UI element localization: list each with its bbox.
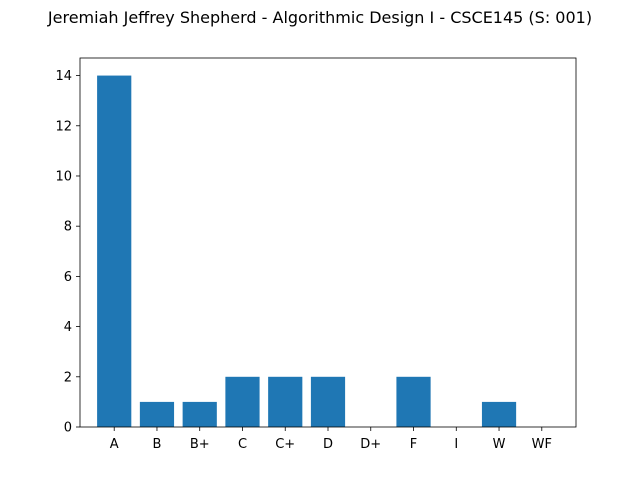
bar-b	[139, 401, 175, 427]
bar-c	[225, 376, 260, 427]
bar-d	[310, 376, 346, 427]
bars-layer	[97, 75, 517, 428]
x-tick-label: B	[153, 437, 162, 452]
y-tick-label: 12	[55, 119, 72, 134]
bar-f	[396, 376, 431, 427]
y-axis: 0 2 4 6 8 10 12 14	[55, 69, 80, 436]
chart-title: Jeremiah Jeffrey Shepherd - Algorithmic …	[47, 8, 593, 27]
x-tick-label: W	[493, 437, 506, 452]
y-tick-label: 10	[55, 169, 72, 184]
plot-frame	[79, 57, 577, 428]
x-tick-label: C+	[275, 437, 295, 452]
bar-b-plus	[182, 401, 217, 427]
bar-a	[97, 75, 132, 428]
x-tick-label: B+	[190, 437, 210, 452]
x-tick-label: C	[238, 437, 247, 452]
x-tick-label: WF	[532, 437, 552, 452]
x-tick-label: D+	[360, 437, 381, 452]
x-tick-label: I	[454, 437, 458, 452]
y-tick-label: 6	[64, 270, 72, 285]
x-axis: A B B+ C C+ D D+ F I W WF	[110, 427, 552, 452]
x-tick-label: A	[110, 437, 119, 452]
x-tick-label: D	[323, 437, 333, 452]
x-tick-label: F	[410, 437, 417, 452]
y-tick-label: 14	[55, 69, 72, 84]
bar-w	[481, 401, 517, 427]
bar-c-plus	[268, 376, 303, 427]
y-tick-label: 2	[64, 370, 72, 385]
y-tick-label: 0	[64, 421, 72, 436]
y-tick-label: 8	[64, 220, 72, 235]
y-tick-label: 4	[64, 320, 72, 335]
